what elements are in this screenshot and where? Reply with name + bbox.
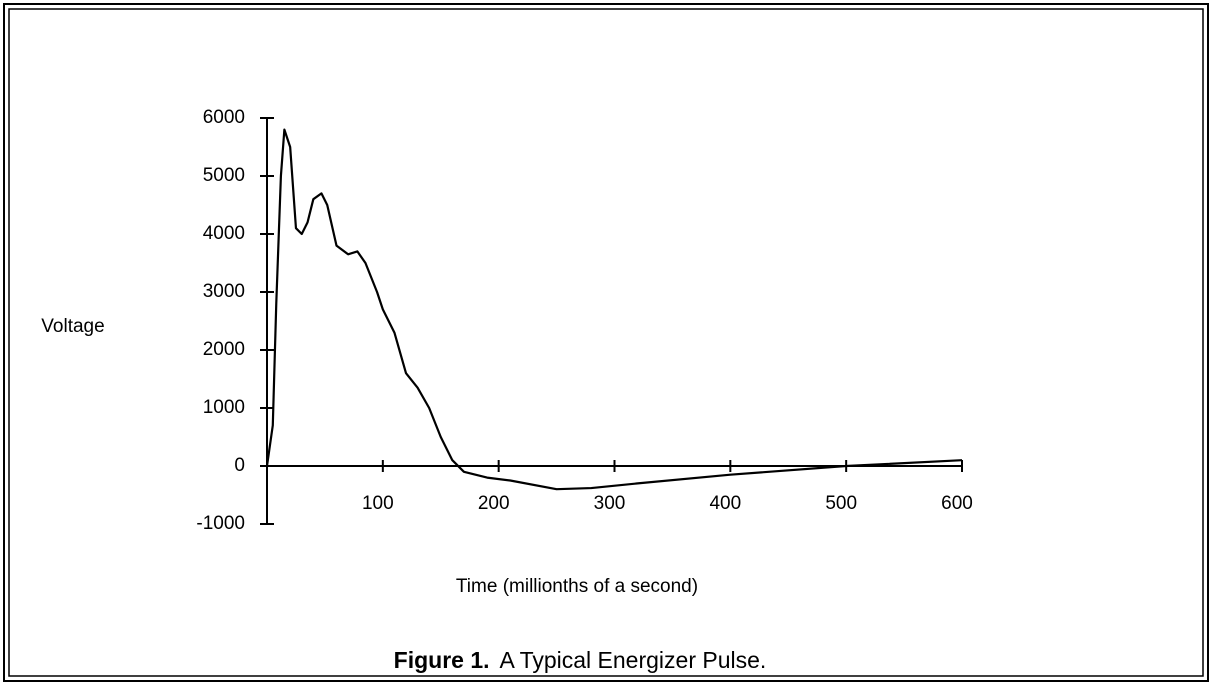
y-tick-label: 6000 [203, 107, 245, 128]
y-axis-label: Voltage [41, 316, 104, 337]
caption: Figure 1. A Typical Energizer Pulse. [394, 647, 767, 673]
x-tick-label: 400 [709, 493, 741, 514]
y-tick-label: 1000 [203, 397, 245, 418]
inner-frame [8, 8, 1204, 677]
x-tick-label: 600 [941, 493, 973, 514]
x-tick-label: 300 [594, 493, 626, 514]
y-tick-label: 0 [234, 455, 245, 476]
y-tick-label: 4000 [203, 223, 245, 244]
y-tick-label: -1000 [196, 513, 245, 534]
x-tick-label: 200 [478, 493, 510, 514]
y-tick-label: 3000 [203, 281, 245, 302]
x-tick-label: 500 [825, 493, 857, 514]
x-tick-label: 100 [362, 493, 394, 514]
caption-label: Figure 1. [394, 647, 490, 673]
data-line [265, 128, 963, 491]
caption-text: A Typical Energizer Pulse. [500, 647, 767, 673]
y-tick-label: 5000 [203, 165, 245, 186]
y-tick-label: 2000 [203, 339, 245, 360]
outer-frame [3, 3, 1209, 682]
x-axis-label: Time (millionths of a second) [456, 576, 698, 597]
